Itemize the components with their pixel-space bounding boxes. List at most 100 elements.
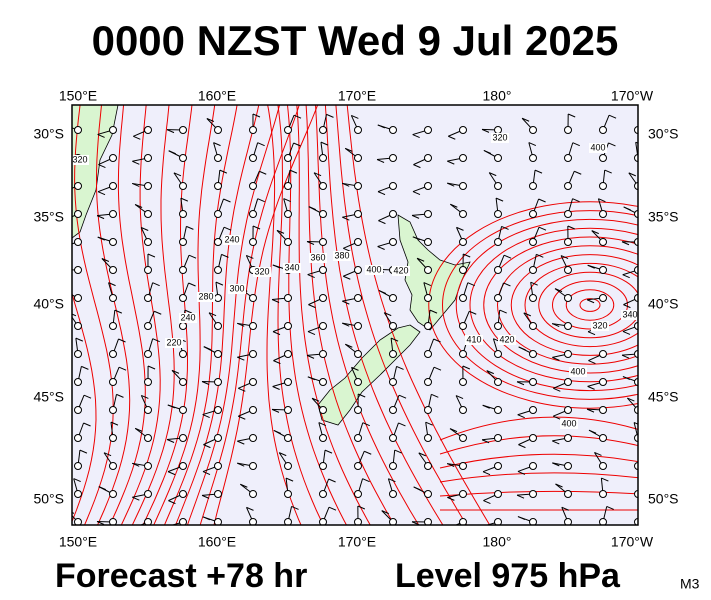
wind-station (109, 434, 117, 442)
wind-station (494, 238, 502, 246)
wind-station (354, 238, 362, 246)
wind-station (494, 154, 502, 162)
wind-station (214, 462, 222, 470)
wind-barb-flag (203, 346, 212, 351)
wind-barb-flag (96, 521, 105, 525)
wind-barb-flag (133, 135, 141, 140)
contour (335, 105, 468, 525)
wind-station (564, 406, 572, 414)
wind-station (214, 378, 222, 386)
contour-label: 420 (499, 334, 514, 344)
contour-label-box (365, 265, 383, 275)
wind-barb-flag (640, 450, 647, 453)
wind-station (354, 434, 362, 442)
wind-barb-flag (283, 198, 291, 203)
wind-barb-flag (289, 169, 298, 174)
wind-station (389, 490, 397, 498)
wind-barb-flag (223, 226, 232, 231)
contour-label: 320 (72, 154, 87, 164)
wind-station (284, 210, 292, 218)
wind-station (599, 434, 607, 442)
wind-station (319, 434, 327, 442)
wind-station (494, 266, 502, 274)
wind-station (319, 126, 327, 134)
wind-station (634, 518, 638, 525)
lat-label: 40°S (33, 296, 64, 312)
contour-label: 320 (254, 266, 269, 276)
wind-barb-flag (495, 197, 504, 202)
wind-barb-flag (588, 360, 596, 365)
wind-station (109, 238, 117, 246)
lat-label: 50°S (648, 491, 679, 507)
wind-barb-flag (83, 422, 91, 427)
wind-barb-flag (586, 408, 595, 413)
wind-station (109, 350, 117, 358)
wind-station (389, 350, 397, 358)
wind-station (564, 518, 572, 525)
wind-station (459, 294, 467, 302)
wind-barb-flag (483, 500, 491, 505)
wind-station (74, 350, 82, 358)
wind-barb-flag (378, 220, 386, 225)
wind-barb-flag (555, 483, 563, 488)
wind-station (424, 238, 432, 246)
wind-station (249, 126, 257, 134)
contour (131, 105, 175, 525)
wind-barb-flag (326, 113, 334, 118)
wind-barb-flag (358, 393, 366, 398)
wind-station (109, 322, 117, 330)
wind-station (494, 294, 502, 302)
wind-barb-flag (606, 505, 614, 510)
lat-label: 35°S (33, 209, 64, 225)
wind-barb-flag (518, 444, 526, 449)
wind-station (214, 322, 222, 330)
wind-barb-flag (252, 225, 261, 230)
title: 0000 NZST Wed 9 Jul 2025 (92, 17, 619, 64)
wind-barb-flag (530, 281, 538, 286)
wind-barb-flag (257, 142, 265, 147)
wind-barb-flag (72, 511, 75, 514)
wind-station (144, 406, 152, 414)
wind-station (214, 238, 222, 246)
wind-station (529, 322, 537, 330)
wind-station (144, 210, 152, 218)
wind-barb-flag (416, 257, 425, 262)
wind-station (319, 518, 327, 525)
wind-station (634, 182, 638, 190)
wind-barb-flag (328, 506, 337, 511)
wind-station (424, 294, 432, 302)
lat-label: 45°S (33, 389, 64, 405)
wind-station (564, 238, 572, 246)
wind-station (214, 490, 222, 498)
wind-station (319, 266, 327, 274)
wind-barb-flag (240, 483, 248, 488)
contour (565, 289, 615, 321)
wind-station (179, 182, 187, 190)
wind-barb-flag (622, 376, 631, 380)
wind-barb-flag (523, 312, 532, 317)
lat-label: 40°S (648, 296, 679, 312)
contour-label-box (392, 266, 410, 276)
wind-station (494, 518, 502, 525)
australia-coast (72, 105, 119, 239)
wind-station (144, 322, 152, 330)
contour (175, 105, 260, 525)
contour (442, 210, 638, 400)
wind-barb-flag (272, 264, 281, 269)
wind-barb-flag (601, 477, 609, 482)
wind-station (459, 462, 467, 470)
wind-station (494, 350, 502, 358)
wind-barb-flag (483, 150, 492, 154)
wind-station (179, 406, 187, 414)
wind-station (249, 350, 257, 358)
contour-label-box (621, 310, 638, 320)
wind-station (494, 490, 502, 498)
wind-barb-flag (621, 241, 630, 246)
wind-barb-flag (551, 323, 560, 328)
wind-barb-flag (357, 505, 366, 510)
wind-station (319, 378, 327, 386)
wind-station (424, 490, 432, 498)
wind-barb-flag (413, 486, 421, 491)
wind-station (494, 322, 502, 330)
level-label: Level 975 hPa (395, 557, 621, 595)
